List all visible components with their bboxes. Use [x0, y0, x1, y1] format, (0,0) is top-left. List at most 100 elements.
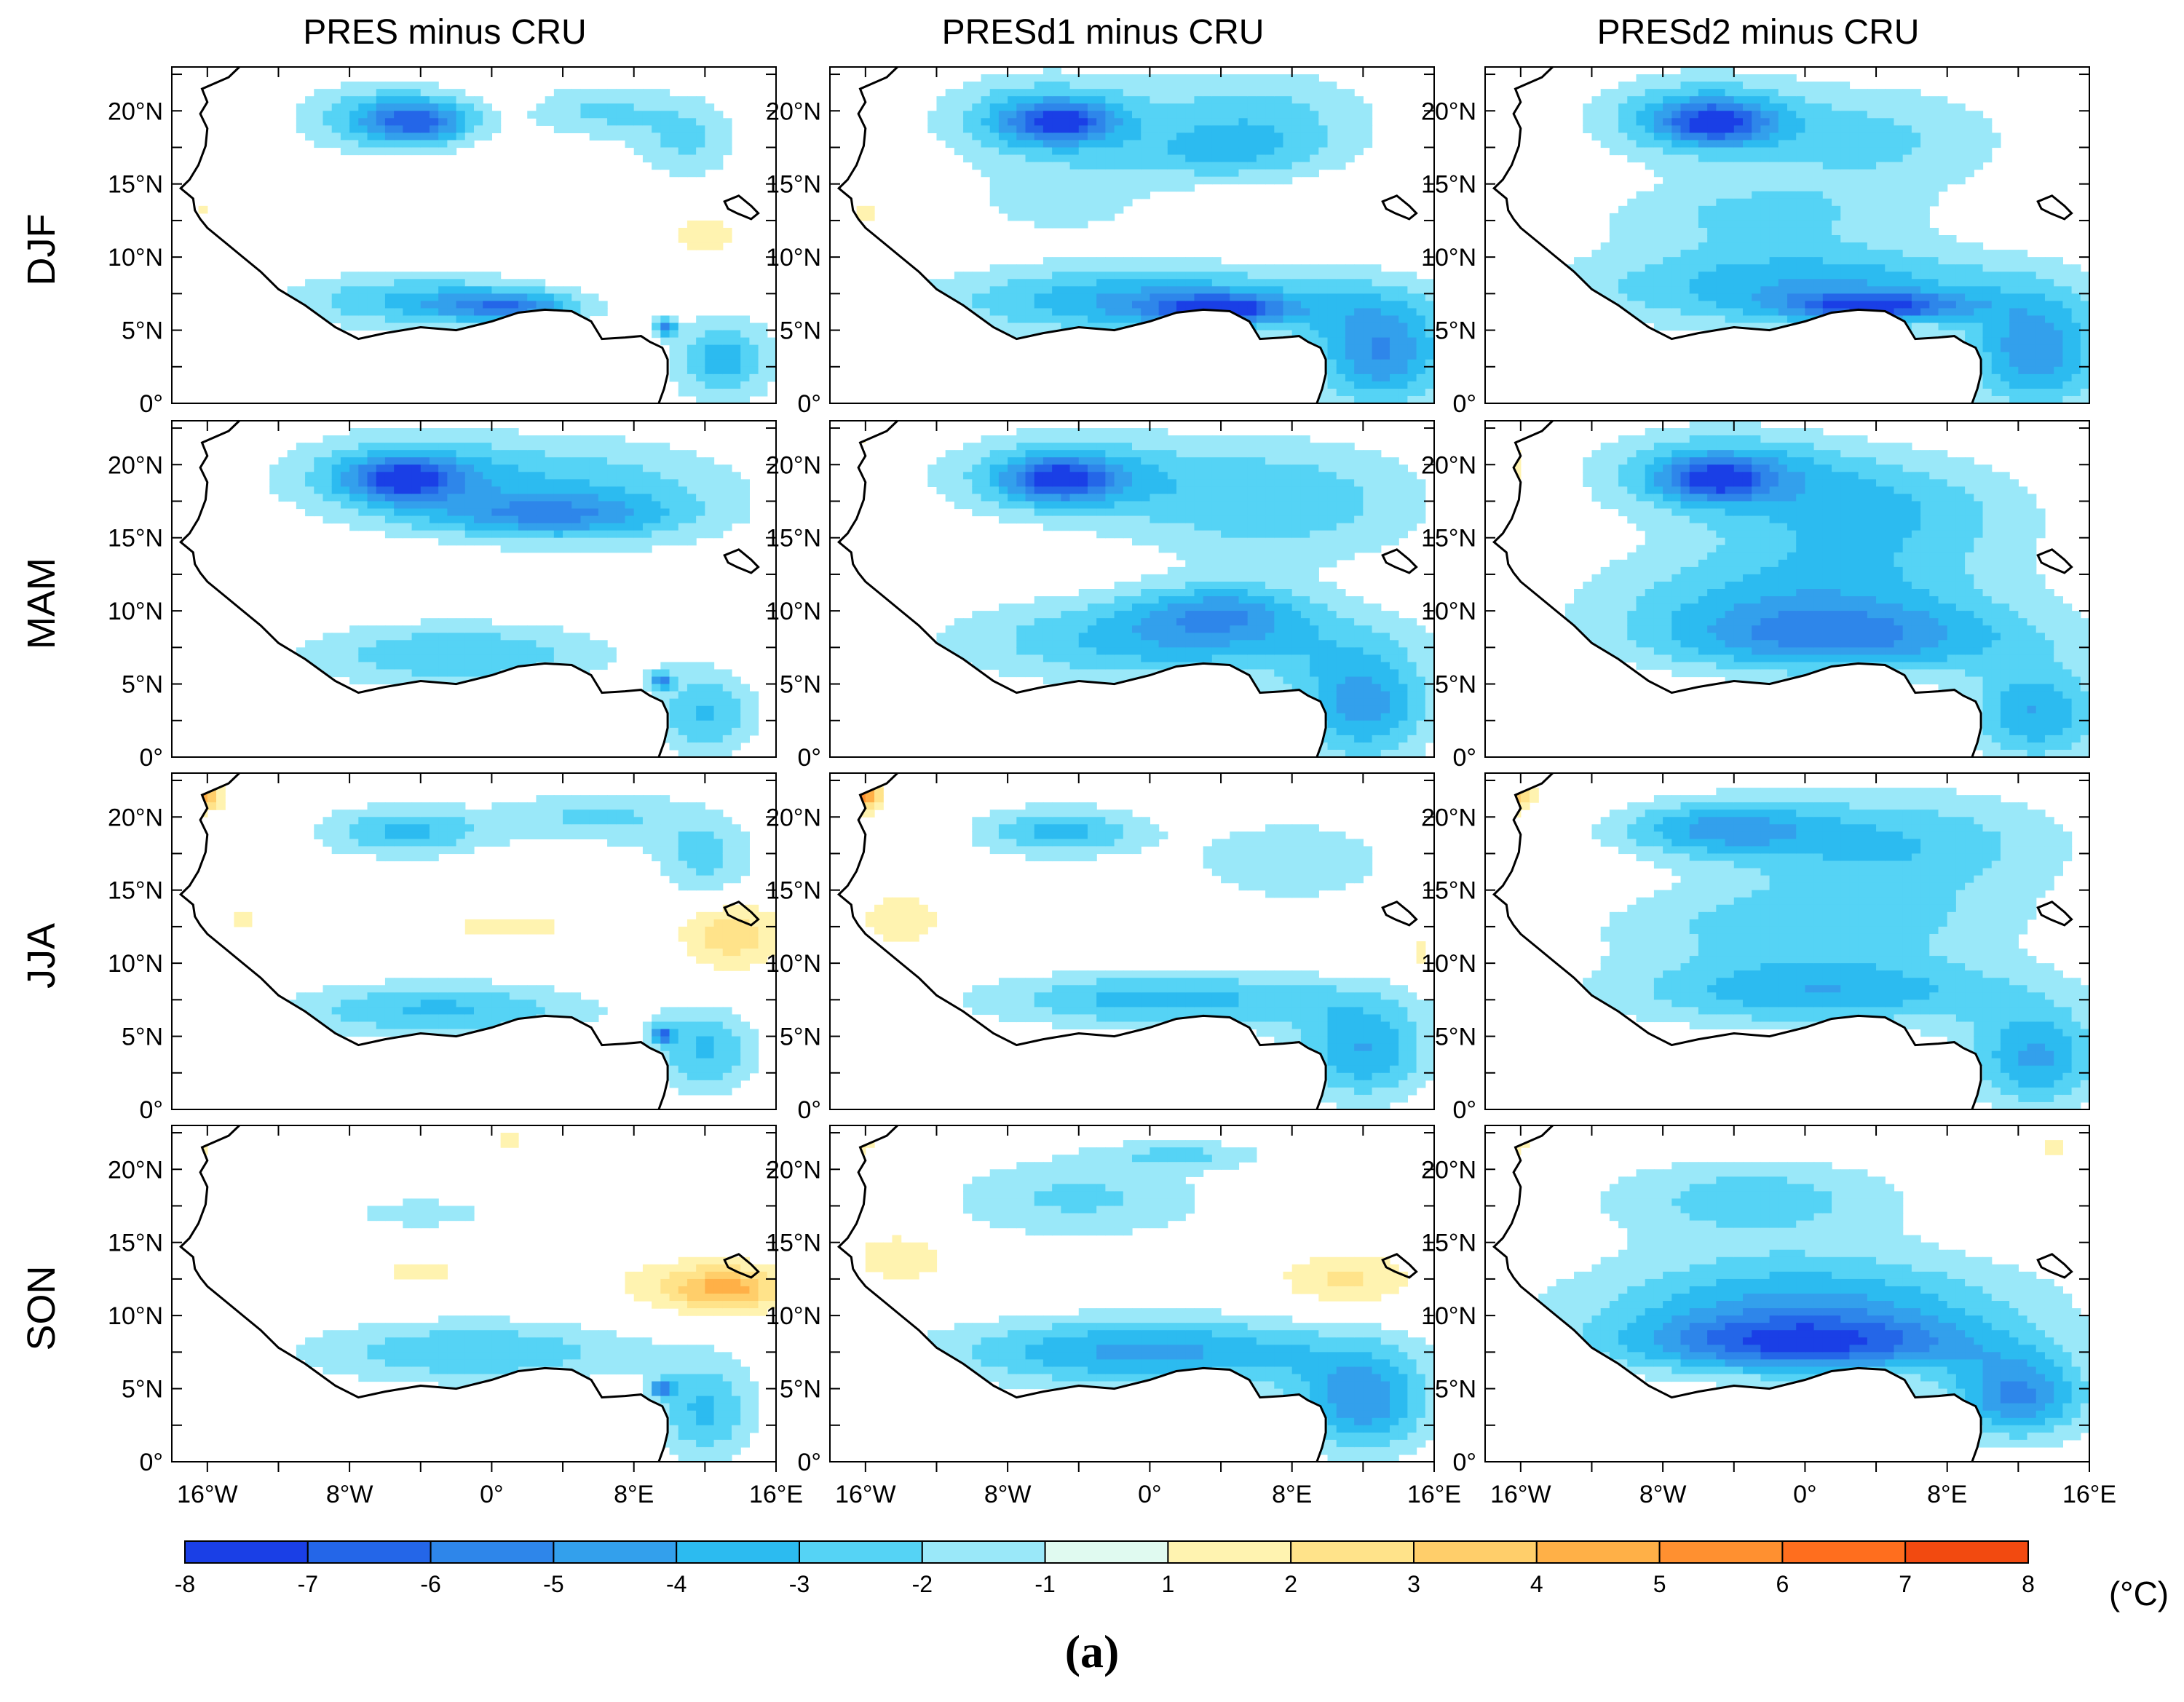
anomaly-cell: [1221, 279, 1230, 287]
anomaly-cell: [1636, 96, 1646, 104]
anomaly-cell: [1911, 147, 1921, 156]
anomaly-cell: [2035, 337, 2046, 346]
anomaly-cell: [1805, 82, 1815, 90]
anomaly-cell: [2080, 395, 2089, 403]
anomaly-cell: [705, 373, 715, 382]
anomaly-cell: [1796, 242, 1806, 250]
anomaly-cell: [1318, 111, 1329, 119]
anomaly-cell: [2018, 330, 2028, 339]
anomaly-cell: [1230, 293, 1240, 301]
anomaly-cell: [1167, 293, 1177, 301]
anomaly-cell: [1707, 82, 1717, 90]
anomaly-cell: [536, 515, 546, 524]
anomaly-cell: [1087, 213, 1097, 221]
anomaly-cell: [1929, 308, 1939, 317]
anomaly-cell: [1336, 359, 1346, 368]
anomaly-cell: [358, 676, 368, 685]
anomaly-cell: [1425, 381, 1434, 389]
anomaly-cell: [1955, 103, 1966, 111]
anomaly-cell: [1283, 315, 1293, 324]
anomaly-cell: [1194, 82, 1204, 90]
anomaly-cell: [1840, 147, 1851, 156]
anomaly-cell: [1310, 74, 1319, 82]
anomaly-cell: [323, 118, 333, 126]
anomaly-cell: [1920, 220, 1930, 229]
anomaly-cell: [1354, 118, 1364, 126]
anomaly-cell: [607, 486, 617, 495]
anomaly-cell: [1849, 176, 1859, 185]
anomaly-cell: [1822, 235, 1832, 243]
anomaly-cell: [1965, 242, 1974, 250]
anomaly-cell: [1742, 147, 1752, 156]
anomaly-cell: [1034, 213, 1044, 221]
anomaly-cell: [1238, 103, 1249, 111]
anomaly-cell: [1822, 140, 1832, 149]
anomaly-cell: [972, 322, 982, 331]
anomaly-cell: [2035, 366, 2046, 375]
anomaly-cell: [1176, 293, 1186, 301]
anomaly-cell: [1689, 96, 1699, 104]
anomaly-cell: [553, 501, 563, 510]
anomaly-cell: [1849, 198, 1859, 207]
anomaly-cell: [1911, 111, 1921, 119]
anomaly-cell: [376, 625, 386, 633]
anomaly-cell: [1042, 205, 1053, 214]
anomaly-cell: [1832, 147, 1841, 156]
anomaly-cell: [1087, 308, 1097, 317]
anomaly-cell: [1769, 301, 1779, 309]
anomaly-cell: [376, 322, 386, 331]
anomaly-cell: [1920, 169, 1930, 178]
anomaly-cell: [358, 103, 368, 111]
anomaly-cell: [1105, 264, 1115, 272]
anomaly-cell: [367, 132, 377, 141]
anomaly-cell: [1318, 103, 1329, 111]
anomaly-cell: [1680, 183, 1690, 192]
anomaly-cell: [1363, 286, 1373, 294]
anomaly-cell: [1733, 74, 1744, 82]
anomaly-cell: [420, 89, 430, 97]
anomaly-cell: [1858, 191, 1868, 199]
anomaly-cell: [1087, 82, 1097, 90]
anomaly-cell: [669, 366, 679, 375]
anomaly-cell: [598, 515, 608, 524]
anomaly-cell: [1778, 301, 1788, 309]
anomaly-cell: [607, 501, 617, 510]
anomaly-cell: [758, 359, 768, 368]
anomaly-cell: [349, 315, 359, 324]
anomaly-cell: [2018, 388, 2028, 397]
anomaly-cell: [1636, 82, 1646, 90]
anomaly-cell: [1069, 257, 1080, 265]
anomaly-cell: [1663, 322, 1672, 331]
anomaly-cell: [1069, 264, 1080, 272]
anomaly-cell: [464, 103, 475, 111]
anomaly-cell: [464, 140, 475, 149]
anomaly-cell: [633, 125, 644, 133]
anomaly-cell: [323, 279, 333, 287]
anomaly-cell: [1034, 82, 1044, 90]
anomaly-cell: [1238, 301, 1249, 309]
anomaly-cell: [687, 330, 697, 339]
anomaly-cell: [1911, 257, 1921, 265]
anomaly-cell: [1609, 103, 1619, 111]
anomaly-cell: [1742, 132, 1752, 141]
anomaly-cell: [1069, 125, 1080, 133]
anomaly-cell: [1398, 322, 1408, 331]
anomaly-cell: [1425, 315, 1434, 324]
anomaly-cell: [1752, 140, 1761, 149]
anomaly-cell: [2071, 359, 2081, 368]
anomaly-cell: [1760, 242, 1770, 250]
anomaly-cell: [1955, 257, 1966, 265]
anomaly-cell: [1680, 140, 1690, 149]
anomaly-cell: [1008, 82, 1017, 90]
anomaly-cell: [1636, 286, 1646, 294]
anomaly-cell: [278, 457, 288, 465]
anomaly-cell: [358, 486, 368, 495]
anomaly-cell: [1982, 272, 1993, 280]
anomaly-cell: [2071, 293, 2081, 301]
anomaly-cell: [1310, 388, 1319, 397]
anomaly-cell: [652, 443, 661, 451]
anomaly-cell: [1425, 366, 1434, 375]
anomaly-cell: [571, 501, 582, 510]
anomaly-cell: [1034, 191, 1044, 199]
anomaly-cell: [1194, 89, 1204, 97]
